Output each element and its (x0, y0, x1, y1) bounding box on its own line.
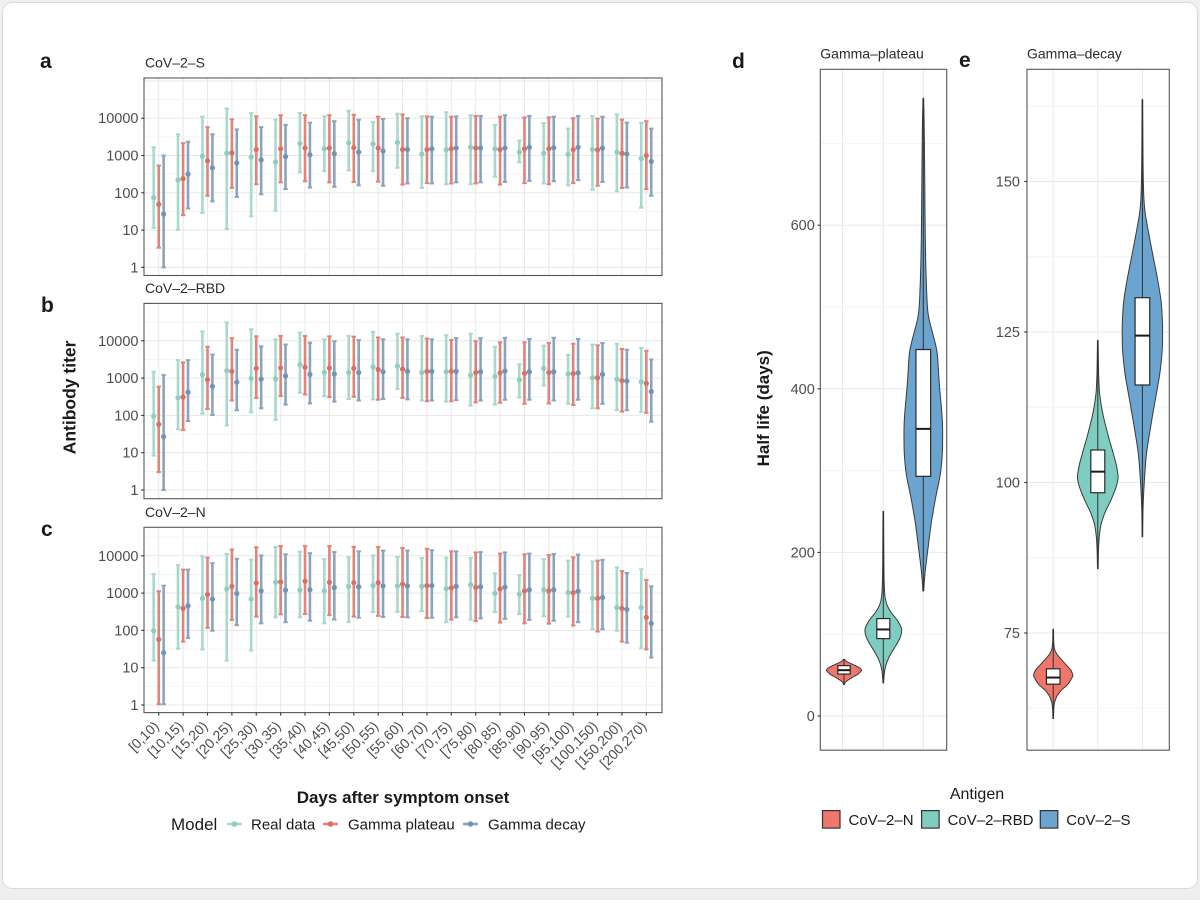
svg-text:Days after symptom onset: Days after symptom onset (297, 788, 510, 807)
svg-text:c: c (41, 518, 53, 541)
svg-text:b: b (41, 294, 54, 317)
svg-text:Half life (days): Half life (days) (754, 350, 773, 466)
svg-text:Real data: Real data (251, 817, 316, 834)
svg-text:e: e (959, 49, 971, 72)
svg-text:600: 600 (791, 218, 815, 234)
svg-text:1000: 1000 (106, 371, 138, 387)
svg-text:1000: 1000 (106, 149, 138, 165)
svg-text:75: 75 (1004, 626, 1020, 642)
svg-text:10: 10 (122, 446, 138, 462)
svg-text:CoV–2–RBD: CoV–2–RBD (948, 812, 1034, 829)
svg-text:1: 1 (130, 483, 138, 499)
svg-text:0: 0 (807, 709, 815, 725)
svg-text:Antibody titer: Antibody titer (60, 340, 80, 454)
svg-text:a: a (40, 50, 52, 73)
svg-text:d: d (732, 50, 745, 73)
svg-text:200: 200 (791, 545, 815, 561)
svg-text:10: 10 (122, 223, 138, 239)
svg-text:100: 100 (114, 408, 138, 424)
svg-text:1: 1 (130, 260, 138, 276)
svg-text:1: 1 (130, 698, 138, 714)
svg-text:125: 125 (996, 325, 1020, 341)
svg-text:Gamma plateau: Gamma plateau (348, 817, 455, 834)
svg-text:150: 150 (996, 175, 1020, 191)
svg-text:100: 100 (996, 476, 1020, 492)
svg-text:10000: 10000 (98, 549, 138, 565)
svg-text:400: 400 (791, 382, 815, 398)
svg-text:10000: 10000 (98, 334, 138, 350)
svg-text:CoV–2–S: CoV–2–S (1066, 812, 1130, 829)
svg-text:CoV–2–N: CoV–2–N (145, 504, 206, 520)
svg-text:10: 10 (122, 661, 138, 677)
svg-text:100: 100 (114, 186, 138, 202)
svg-text:Gamma–plateau: Gamma–plateau (820, 46, 924, 62)
svg-text:100: 100 (114, 623, 138, 639)
svg-text:Model: Model (171, 815, 217, 834)
svg-text:10000: 10000 (98, 111, 138, 127)
svg-text:1000: 1000 (106, 586, 138, 602)
svg-text:CoV–2–N: CoV–2–N (849, 812, 914, 829)
svg-text:Antigen: Antigen (950, 786, 1004, 803)
svg-text:Gamma–decay: Gamma–decay (1027, 46, 1122, 62)
svg-text:Gamma decay: Gamma decay (488, 817, 586, 834)
svg-text:CoV–2–RBD: CoV–2–RBD (145, 280, 225, 296)
svg-text:CoV–2–S: CoV–2–S (145, 55, 205, 71)
